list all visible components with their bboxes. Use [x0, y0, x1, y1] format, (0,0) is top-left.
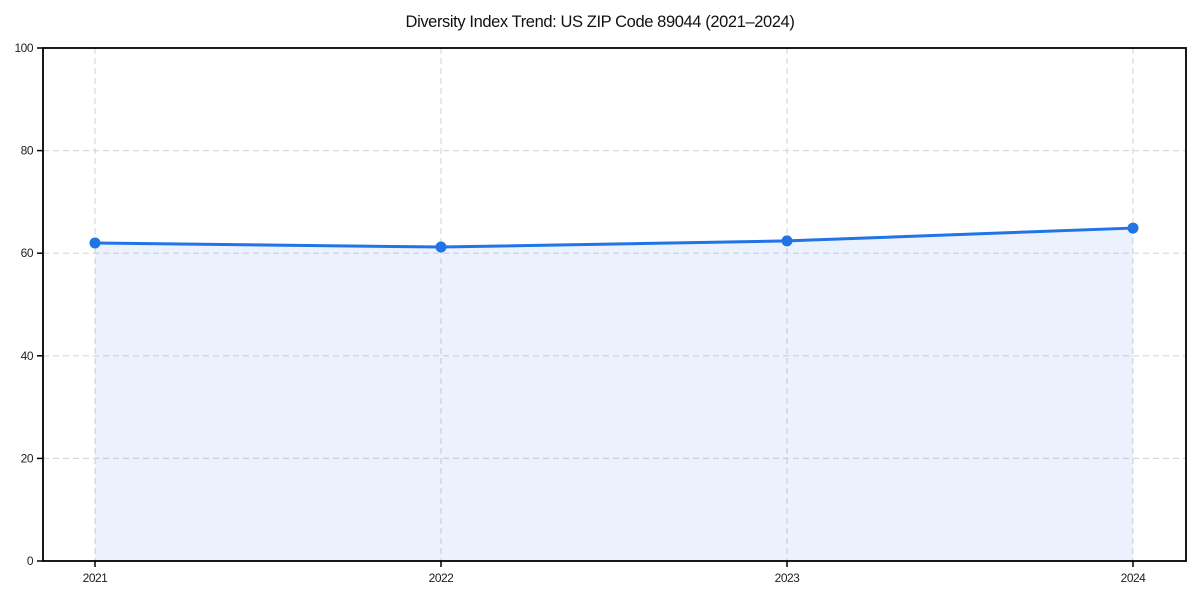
- x-tick-label: 2024: [1121, 571, 1147, 585]
- trend-line: [93, 226, 1135, 249]
- y-tick-label: 0: [27, 554, 34, 568]
- data-point: [1127, 222, 1139, 234]
- data-point: [435, 241, 447, 253]
- y-tick-label: 20: [21, 451, 34, 465]
- x-tick-label: 2023: [775, 571, 801, 585]
- data-point: [781, 235, 793, 247]
- y-tick-label: 40: [21, 349, 34, 363]
- y-tick-label: 80: [21, 144, 34, 158]
- y-tick-label: 100: [14, 41, 33, 55]
- x-tick-label: 2021: [83, 571, 109, 585]
- chart-title: Diversity Index Trend: US ZIP Code 89044…: [405, 13, 795, 31]
- axis-frame: [42, 47, 1187, 562]
- area-fill: [95, 228, 1133, 562]
- data-point: [89, 237, 101, 249]
- x-tick-label: 2022: [429, 571, 455, 585]
- y-tick-label: 60: [21, 246, 34, 260]
